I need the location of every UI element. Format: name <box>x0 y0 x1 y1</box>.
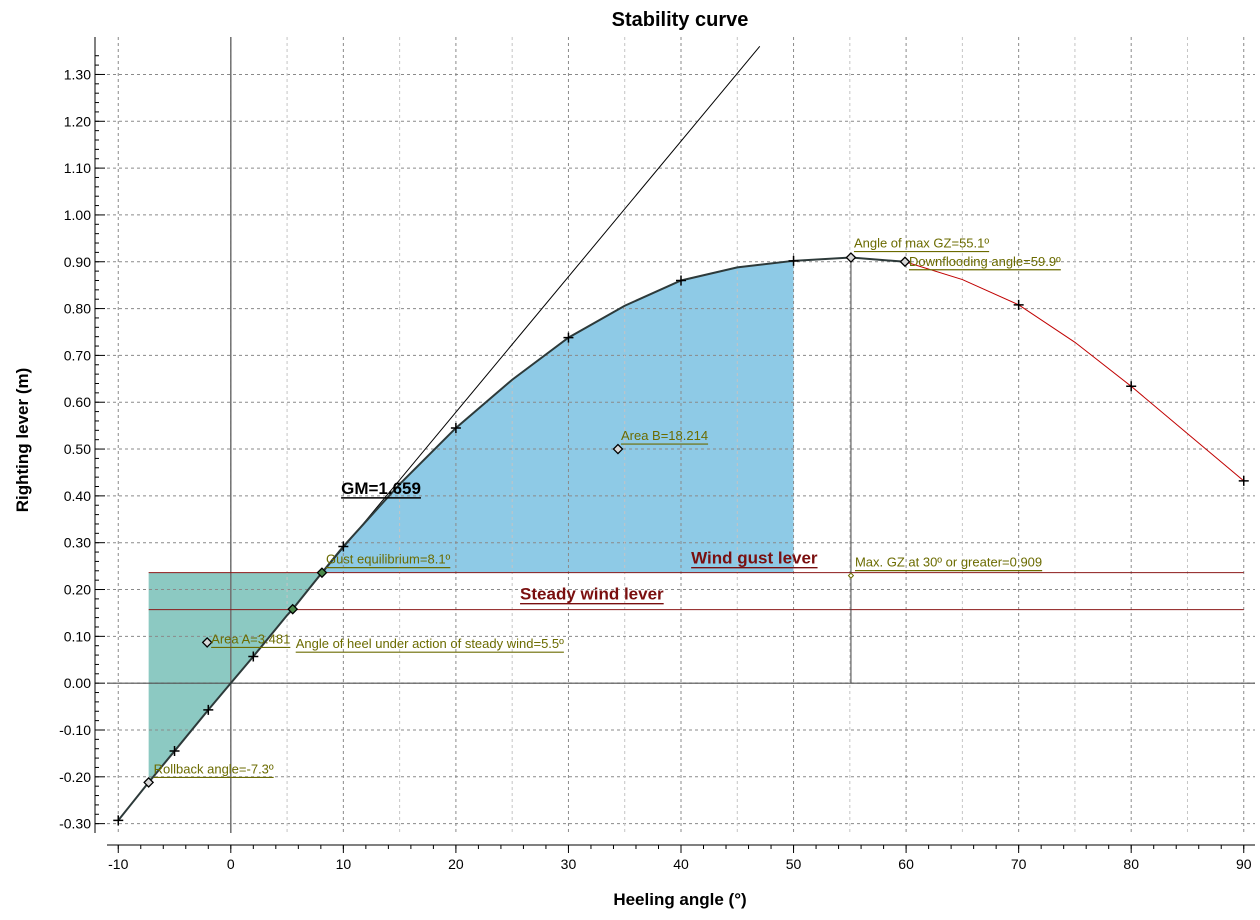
gz-cross-marker <box>169 746 180 757</box>
steady-wind-lever-label: Steady wind lever <box>520 585 664 604</box>
steady-wind-heel-label: Angle of heel under action of steady win… <box>296 636 564 651</box>
gz-cross-marker <box>1013 299 1024 310</box>
x-tick-label: -10 <box>108 856 128 872</box>
gz-cross-marker <box>203 704 214 715</box>
x-tick-label: 60 <box>898 856 914 872</box>
y-tick-label: 0.30 <box>64 535 91 551</box>
gz-cross-marker <box>1126 381 1137 392</box>
y-tick-label: -0.20 <box>59 769 91 785</box>
y-tick-label: 0.00 <box>64 675 91 691</box>
point-marker <box>287 603 299 615</box>
gz-curve <box>117 256 906 821</box>
chart-title: Stability curve <box>612 9 749 31</box>
line-layer <box>117 46 1245 821</box>
gz-cross-marker <box>563 332 574 343</box>
point-marker <box>612 443 624 455</box>
max-gz-angle-label: Angle of max GZ=55.1º <box>854 236 989 251</box>
area-layer <box>148 260 794 783</box>
gm-label: GM=1.659 <box>341 479 421 498</box>
point-marker <box>845 252 857 263</box>
y-tick-label: 0.60 <box>64 394 91 410</box>
gz-cross-marker <box>113 815 124 826</box>
x-tick-label: 20 <box>448 856 464 872</box>
y-tick-label: 0.20 <box>64 582 91 598</box>
area-b-fill <box>321 260 794 573</box>
wind-gust-lever-label: Wind gust lever <box>691 549 818 568</box>
point-marker <box>899 256 911 268</box>
x-tick-label: 50 <box>786 856 802 872</box>
max-gz-small-marker <box>847 572 855 579</box>
y-tick-label: 1.10 <box>64 160 91 176</box>
labels-layer: Rollback angle=-7.3º Area A=3.481 Angle of… <box>153 236 1061 779</box>
gz-cross-marker <box>1238 475 1249 486</box>
gz-cross-marker <box>676 275 686 286</box>
grid-layer <box>107 37 1255 833</box>
x-tick-label: 40 <box>673 856 689 872</box>
x-tick-label: 80 <box>1123 856 1139 872</box>
gz-cross-marker <box>450 422 461 433</box>
y-tick-label: 1.00 <box>64 207 91 223</box>
gust-equilibrium-label: Gust equilibrium=8.1º <box>326 552 451 567</box>
gz-cross-marker <box>788 255 799 266</box>
y-tick-label: -0.30 <box>59 816 91 832</box>
area-a-label: Area A=3.481 <box>211 631 290 646</box>
y-tick-label: 1.20 <box>64 113 91 129</box>
area-b-label: Area B=18.214 <box>621 428 708 443</box>
rollback-angle-label: Rollback angle=-7.3º <box>154 761 274 776</box>
x-axis-title: Heeling angle (°) <box>613 890 746 909</box>
x-tick-label: 70 <box>1011 856 1027 872</box>
y-axis-title: Righting lever (m) <box>13 368 32 513</box>
gz-curve-after-downflooding <box>904 261 1245 482</box>
y-tick-label: 0.70 <box>64 347 91 363</box>
x-tick-label: 90 <box>1236 856 1252 872</box>
y-tick-label: -0.10 <box>59 722 91 738</box>
marks-layer <box>113 252 1249 826</box>
y-tick-label: 0.10 <box>64 628 91 644</box>
x-tick-label: 0 <box>227 856 235 872</box>
x-tick-label: 30 <box>561 856 577 872</box>
y-tick-label: 0.50 <box>64 441 91 457</box>
point-marker <box>201 637 213 648</box>
downflooding-angle-label: Downflooding angle=59.9º <box>909 254 1061 269</box>
x-tick-label: 10 <box>336 856 352 872</box>
axes-layer: -0.30 -0.20 -0.10 0.00 0.10 0.20 0.30 0.40 0.50 0… <box>59 37 1255 872</box>
point-marker <box>316 567 328 579</box>
y-tick-label: 0.40 <box>64 488 91 504</box>
y-tick-label: 0.80 <box>64 301 91 317</box>
point-marker <box>143 777 155 788</box>
y-tick-label: 0.90 <box>64 254 91 270</box>
gz-cross-marker <box>248 651 259 662</box>
max-gz-label: Max. GZ at 30º or greater=0.909 <box>855 555 1042 570</box>
y-tick-label: 1.30 <box>64 66 91 82</box>
gz-cross-marker <box>338 541 349 552</box>
